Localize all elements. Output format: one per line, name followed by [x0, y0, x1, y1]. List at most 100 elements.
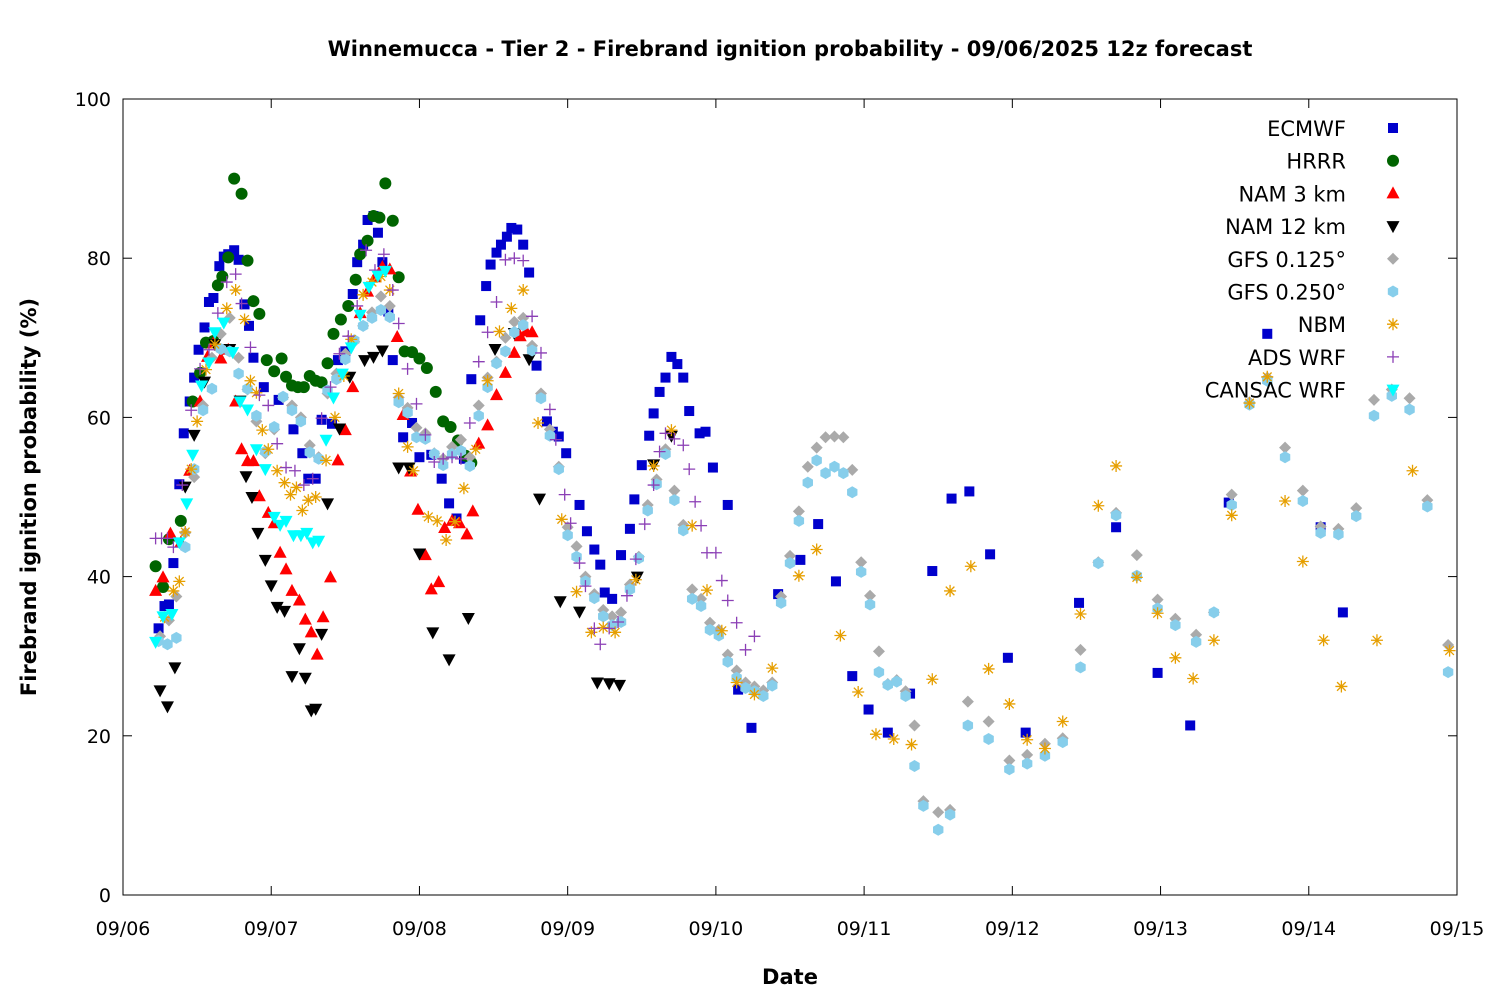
data-point-gfs-0-250 — [589, 592, 600, 605]
y-tick-label: 20 — [87, 726, 111, 748]
data-point-ads-wrf — [647, 479, 660, 492]
data-point-nbm — [629, 573, 642, 586]
data-point-gfs-0-250 — [500, 345, 511, 358]
data-point-nbm — [1187, 672, 1200, 685]
data-point-nbm — [278, 476, 291, 489]
data-point-ads-wrf — [463, 416, 476, 429]
data-point-nbm — [852, 686, 865, 699]
data-point-nbm — [284, 488, 297, 501]
data-point-hrrr — [342, 299, 355, 312]
data-point-ads-wrf — [342, 330, 355, 343]
data-point-ecmwf — [1074, 597, 1085, 608]
y-tick-label: 100 — [75, 89, 111, 111]
data-point-gfs-0-250 — [491, 357, 502, 370]
data-point-ads-wrf — [534, 346, 547, 359]
data-point-nbm — [238, 313, 251, 326]
x-tick-label: 09/10 — [689, 918, 744, 940]
data-point-nam-3-km — [156, 570, 170, 583]
data-point-cansac-wrf — [241, 404, 255, 417]
data-point-ecmwf — [518, 239, 529, 250]
data-point-nbm — [1317, 634, 1330, 647]
legend-marker-nam-12-km — [1386, 221, 1400, 234]
data-point-nam-12-km — [488, 343, 502, 356]
legend: ECMWF HRRR NAM 3 km NAM 12 km GFS 0.125° GFS … — [1205, 117, 1400, 403]
data-point-gfs-0-125 — [846, 463, 859, 476]
data-point-gfs-0-250 — [526, 344, 538, 357]
data-point-gfs-0-250 — [1110, 509, 1122, 522]
data-point-gfs-0-250 — [518, 319, 529, 332]
data-point-nbm — [570, 585, 583, 598]
data-point-nbm — [1443, 644, 1456, 657]
series-cansac-wrf — [149, 265, 392, 649]
x-tick-label: 09/11 — [837, 918, 892, 940]
data-point-ecmwf — [153, 623, 164, 634]
data-point-nam-12-km — [366, 351, 380, 364]
legend-marker-nam-3-km — [1386, 186, 1400, 199]
data-point-hrrr — [413, 352, 426, 365]
data-point-nam-12-km — [168, 662, 182, 675]
data-point-ecmwf — [248, 352, 259, 363]
data-point-gfs-0-125 — [232, 351, 245, 364]
data-point-hrrr — [241, 254, 254, 267]
data-point-ecmwf — [243, 320, 254, 331]
data-point-ads-wrf — [167, 541, 180, 554]
data-point-ads-wrf — [508, 252, 521, 265]
data-point-cansac-wrf — [208, 327, 222, 340]
data-point-ecmwf — [372, 227, 383, 238]
data-point-gfs-0-250 — [793, 514, 805, 527]
data-point-gfs-0-250 — [944, 808, 956, 821]
data-point-gfs-0-250 — [1333, 528, 1344, 541]
data-point-nbm — [493, 325, 506, 338]
data-point-gfs-0-250 — [775, 596, 787, 609]
data-point-ecmwf — [733, 684, 744, 695]
data-point-ads-wrf — [517, 254, 530, 267]
data-point-nam-3-km — [481, 418, 495, 431]
data-point-ecmwf — [629, 494, 640, 505]
data-point-ecmwf — [672, 359, 683, 370]
data-point-ecmwf — [436, 473, 447, 484]
data-point-gfs-0-250 — [277, 390, 289, 403]
data-point-hrrr — [222, 251, 235, 264]
data-point-cansac-wrf — [149, 636, 163, 649]
data-point-nbm — [505, 302, 518, 315]
data-point-nbm — [1279, 494, 1292, 507]
data-point-nam-3-km — [235, 442, 249, 455]
x-tick-label: 09/08 — [392, 918, 447, 940]
data-point-nbm — [431, 514, 444, 527]
data-point-nbm — [296, 504, 309, 517]
y-tick-label: 80 — [87, 248, 111, 270]
x-tick-label: 09/07 — [244, 918, 299, 940]
data-point-ads-wrf — [564, 517, 577, 530]
data-point-hrrr — [260, 354, 273, 367]
data-point-nbm — [730, 676, 743, 689]
data-point-nam-3-km — [316, 610, 330, 623]
data-point-nbm — [869, 728, 882, 741]
data-point-ads-wrf — [715, 574, 728, 587]
data-point-nbm — [167, 584, 180, 597]
data-point-nam-12-km — [153, 685, 167, 698]
data-point-nbm — [887, 732, 900, 745]
data-point-nam-3-km — [411, 502, 425, 515]
data-point-ecmwf — [795, 554, 806, 565]
data-point-gfs-0-250 — [983, 732, 994, 745]
data-point-cansac-wrf — [233, 396, 247, 409]
data-point-gfs-0-250 — [464, 459, 476, 472]
data-point-ecmwf — [163, 599, 174, 610]
x-tick-label: 09/12 — [985, 918, 1040, 940]
data-point-nbm — [1296, 555, 1309, 568]
data-point-nbm — [834, 629, 847, 642]
data-point-nbm — [944, 584, 957, 597]
data-point-nbm — [345, 333, 358, 346]
data-point-gfs-0-250 — [1093, 557, 1104, 570]
data-point-cansac-wrf — [371, 270, 385, 283]
data-point-ads-wrf — [558, 488, 571, 501]
data-point-ads-wrf — [668, 432, 681, 445]
data-point-gfs-0-125 — [810, 441, 823, 454]
data-point-ads-wrf — [360, 244, 373, 257]
data-point-ecmwf — [624, 523, 635, 534]
data-point-gfs-0-250 — [197, 404, 209, 417]
data-point-ecmwf — [927, 566, 938, 577]
data-point-ecmwf — [444, 498, 455, 509]
data-point-nam-3-km — [285, 583, 299, 596]
data-point-ecmwf — [722, 499, 733, 510]
